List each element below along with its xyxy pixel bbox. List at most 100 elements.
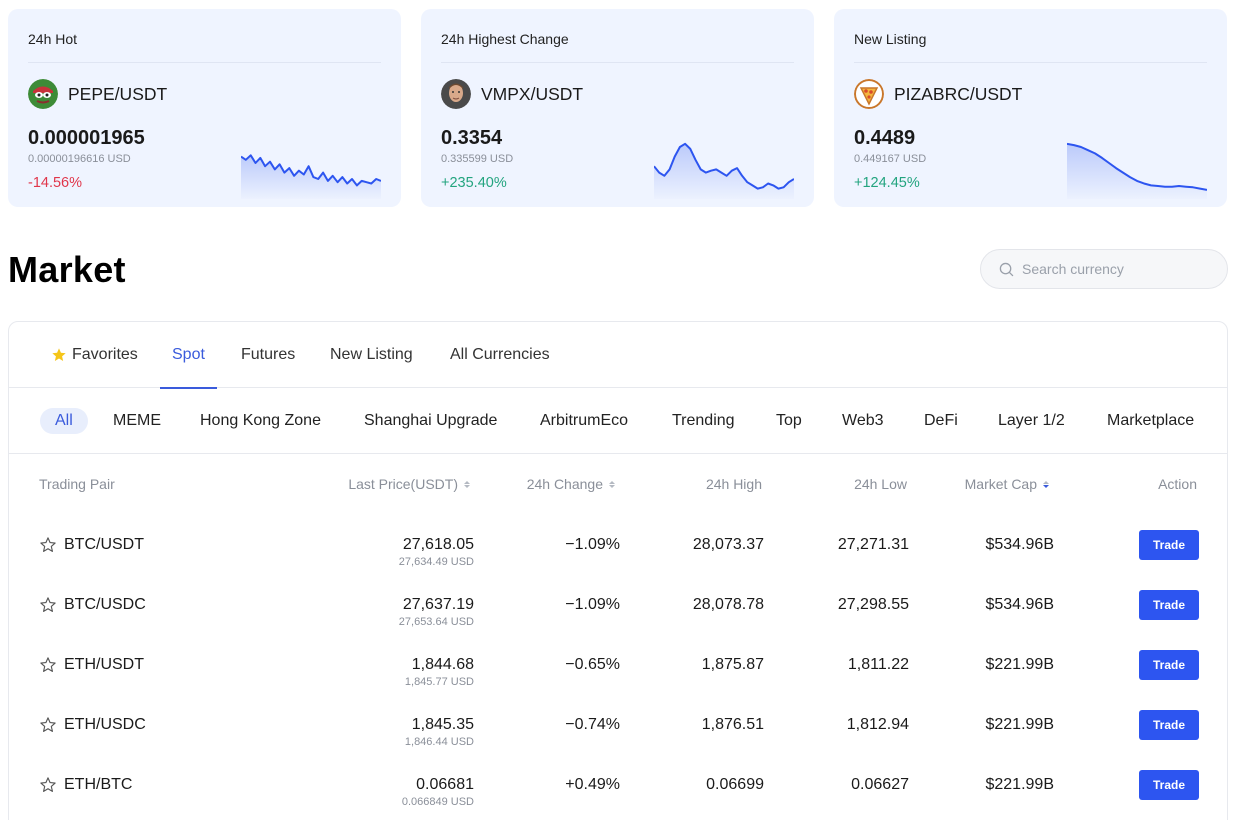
- column-header-market-cap[interactable]: Market Cap: [965, 476, 1049, 492]
- star-outline-icon[interactable]: [39, 716, 57, 734]
- column-header-24h-low: 24h Low: [854, 476, 907, 492]
- table-row[interactable]: BTC/USDT 27,618.05 27,634.49 USD −1.09% …: [9, 521, 1229, 581]
- card-usd-price: 0.449167 USD: [854, 153, 927, 165]
- table-row[interactable]: ETH/USDC 1,845.35 1,846.44 USD −0.74% 1,…: [9, 701, 1229, 761]
- card-price: 0.4489: [854, 127, 916, 149]
- chip-all[interactable]: All: [40, 408, 88, 434]
- sparkline-line: [1067, 142, 1207, 191]
- column-label: Action: [1158, 476, 1197, 492]
- card-new-listing[interactable]: New Listing PIZABRC/USDT 0.4489 0.449167…: [834, 9, 1227, 207]
- market-tabs: Favorites Spot Futures New Listing All C…: [9, 322, 1227, 389]
- tab-new-listing[interactable]: New Listing: [330, 322, 413, 388]
- sparkline-area: [241, 155, 381, 199]
- pair-label: BTC/USDC: [64, 596, 146, 613]
- pizza-coin-icon: [854, 79, 884, 109]
- table-row[interactable]: BTC/USDC 27,637.19 27,653.64 USD −1.09% …: [9, 581, 1229, 641]
- card-price: 0.3354: [441, 127, 503, 149]
- card-change: +235.40%: [441, 175, 507, 191]
- star-filled-icon: [52, 348, 66, 361]
- table-row[interactable]: ETH/BTC 0.06681 0.066849 USD +0.49% 0.06…: [9, 761, 1229, 820]
- card-pair-label: PIZABRC/USDT: [894, 83, 1023, 104]
- card-pair-label: VMPX/USDT: [481, 83, 584, 104]
- card-24h-hot[interactable]: 24h Hot PEPE/USDT 0.000001965 0.00000196…: [8, 9, 401, 207]
- change-24h: −1.09%: [565, 596, 620, 613]
- card-title: New Listing: [854, 31, 927, 47]
- tab-label: Spot: [172, 346, 205, 363]
- sparkline-chart: [1067, 142, 1207, 199]
- last-price-usd: 1,846.44 USD: [404, 736, 474, 748]
- last-price-usd: 27,653.64 USD: [398, 616, 474, 628]
- trade-button[interactable]: Trade: [1139, 710, 1199, 740]
- highlight-cards: 24h Hot PEPE/USDT 0.000001965 0.00000196…: [8, 9, 1227, 207]
- tab-spot[interactable]: Spot: [160, 322, 217, 389]
- card-usd-price: 0.335599 USD: [441, 153, 514, 165]
- market-cap: $534.96B: [985, 536, 1054, 553]
- column-header-24h-change[interactable]: 24h Change: [527, 476, 615, 492]
- sparkline-line: [654, 142, 794, 190]
- high-24h: 1,875.87: [701, 656, 764, 673]
- column-label: Market Cap: [964, 476, 1037, 492]
- card-divider: [28, 62, 381, 63]
- pair-label: BTC/USDT: [64, 536, 144, 553]
- market-panel: Favorites Spot Futures New Listing All C…: [8, 321, 1228, 820]
- tab-label: New Listing: [330, 346, 413, 363]
- star-outline-icon[interactable]: [39, 656, 57, 674]
- low-24h: 1,811.22: [847, 656, 909, 673]
- sort-icon: [464, 480, 470, 488]
- tab-label: Futures: [241, 346, 296, 363]
- low-24h: 27,271.31: [837, 536, 909, 553]
- tab-label: All Currencies: [450, 346, 550, 363]
- sparkline-area: [654, 143, 794, 199]
- card-change: -14.56%: [28, 175, 83, 191]
- table-row[interactable]: ETH/USDT 1,844.68 1,845.77 USD −0.65% 1,…: [9, 641, 1229, 701]
- last-price: 1,845.35: [411, 716, 474, 733]
- trade-button[interactable]: Trade: [1139, 590, 1199, 620]
- trade-button[interactable]: Trade: [1139, 770, 1199, 800]
- column-header-last-price[interactable]: Last Price(USDT): [348, 476, 470, 492]
- star-outline-icon[interactable]: [39, 596, 57, 614]
- tab-futures[interactable]: Futures: [241, 322, 295, 388]
- search-input[interactable]: [1022, 261, 1212, 277]
- sparkline-chart: [654, 142, 794, 199]
- trade-button[interactable]: Trade: [1139, 650, 1199, 680]
- column-label: 24h Low: [854, 476, 907, 492]
- card-title: 24h Highest Change: [441, 31, 569, 47]
- tab-all-currencies[interactable]: All Currencies: [450, 322, 550, 388]
- chip-top[interactable]: Top: [776, 412, 802, 429]
- column-label: Last Price(USDT): [348, 476, 458, 492]
- last-price: 1,844.68: [411, 656, 474, 673]
- low-24h: 1,812.94: [846, 716, 909, 733]
- column-label: 24h Change: [526, 476, 603, 492]
- vmpx-coin-icon: [441, 79, 471, 109]
- chip-trending[interactable]: Trending: [672, 412, 735, 429]
- pair-label: ETH/USDC: [64, 716, 146, 733]
- trade-button[interactable]: Trade: [1139, 530, 1199, 560]
- pair-cell: BTC/USDT: [39, 536, 144, 554]
- chip-layer-1-2[interactable]: Layer 1/2: [998, 412, 1065, 429]
- sparkline-chart: [241, 154, 381, 199]
- sparkline-area: [1067, 143, 1207, 199]
- column-header-trading-pair: Trading Pair: [39, 476, 115, 492]
- tab-favorites[interactable]: Favorites: [51, 322, 138, 388]
- column-header-action: Action: [1158, 476, 1197, 492]
- search-icon: [999, 262, 1014, 276]
- chip-shanghai-upgrade[interactable]: Shanghai Upgrade: [364, 412, 498, 429]
- chip-marketplace[interactable]: Marketplace: [1107, 412, 1195, 429]
- search-box[interactable]: [980, 249, 1228, 289]
- star-outline-icon[interactable]: [39, 536, 57, 554]
- pair-label: ETH/USDT: [64, 656, 144, 673]
- chip-meme[interactable]: MEME: [113, 412, 161, 429]
- chip-hong-kong-zone[interactable]: Hong Kong Zone: [200, 412, 321, 429]
- card-24h-highest-change[interactable]: 24h Highest Change VMPX/USDT 0.3354 0.33…: [421, 9, 814, 207]
- card-pair[interactable]: VMPX/USDT: [441, 79, 583, 109]
- card-pair[interactable]: PEPE/USDT: [28, 79, 167, 109]
- card-usd-price: 0.00000196616 USD: [28, 153, 131, 165]
- sort-desc-active-icon: [1043, 480, 1049, 488]
- card-pair[interactable]: PIZABRC/USDT: [854, 79, 1022, 109]
- chip-defi[interactable]: DeFi: [924, 412, 958, 429]
- page-title: Market: [8, 249, 126, 290]
- chip-web3[interactable]: Web3: [842, 412, 884, 429]
- card-change: +124.45%: [854, 175, 920, 191]
- chip-arbitrumeco[interactable]: ArbitrumEco: [540, 412, 629, 429]
- star-outline-icon[interactable]: [39, 776, 57, 794]
